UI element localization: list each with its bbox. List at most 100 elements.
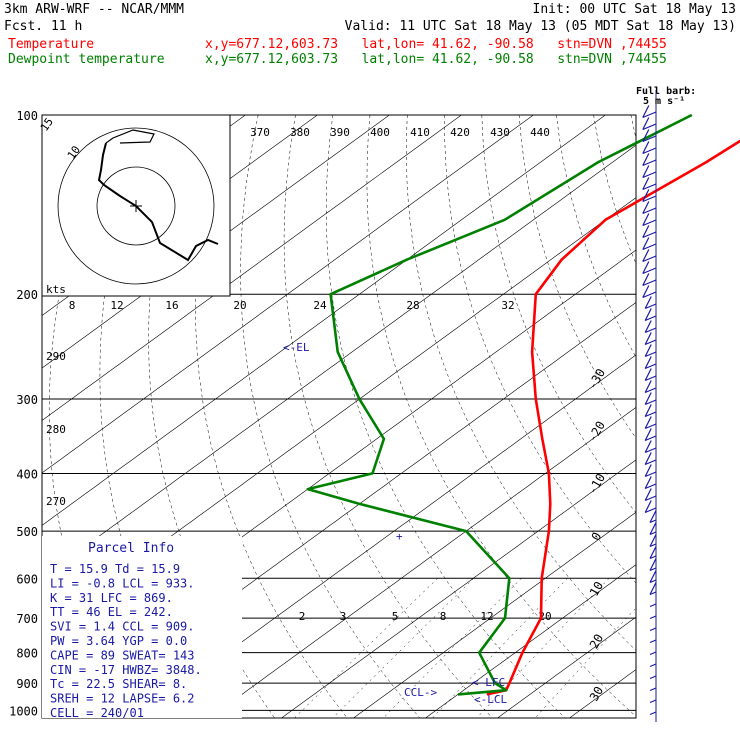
isotherm-line (497, 616, 636, 718)
wind-barb (642, 255, 657, 263)
wind-barb-flag (642, 201, 650, 214)
temperature-info: x,y=677.12,603.73 lat,lon= 41.62, -90.58… (205, 37, 667, 52)
wind-barb-flag (642, 117, 650, 130)
wind-barb (644, 387, 657, 394)
wind-barb-flag (644, 308, 652, 321)
wind-barb (649, 711, 657, 716)
parcel-info-row: SREH = 12 LAPSE= 6.2 (50, 692, 195, 706)
wind-barb-flag (644, 368, 652, 381)
hodograph-axis-label: 32 (501, 299, 514, 312)
wind-barb-flag (642, 165, 650, 178)
wind-barb-flag (642, 225, 650, 238)
parcel-info-row: CELL = 240/01 (50, 706, 144, 720)
pressure-label: 300 (16, 393, 38, 407)
dry-adiabat-line (593, 115, 636, 265)
wind-barb (649, 675, 657, 680)
hodograph-storm-motion (105, 129, 155, 212)
pressure-label: 600 (16, 572, 38, 586)
theta-label: 420 (450, 126, 470, 139)
wind-barb (644, 303, 657, 310)
mixing-ratio-label: 3 (340, 610, 347, 623)
wind-barb-flag (642, 237, 650, 250)
wind-barb (649, 519, 657, 524)
pressure-label: 100 (16, 109, 38, 123)
dewpoint-profile (306, 113, 693, 696)
dewpoint-info: x,y=677.12,603.73 lat,lon= 41.62, -90.58… (205, 52, 667, 67)
isotherm-label: -10 (585, 471, 608, 497)
parcel-marker: + (396, 530, 403, 543)
wind-barb (649, 543, 657, 548)
wind-barb (649, 579, 657, 584)
wind-barb (649, 651, 657, 656)
hodograph-axis-label: 12 (110, 299, 123, 312)
wind-barb-units: 5 m s⁻¹ (643, 96, 685, 107)
wind-barb (642, 279, 657, 287)
wind-barb-flag (649, 570, 657, 583)
parcel-info-row: T = 15.9 Td = 15.9 (50, 562, 180, 576)
wind-barb (642, 219, 657, 227)
wind-barb (644, 327, 657, 334)
wind-barb (644, 315, 657, 322)
pressure-label: 200 (16, 288, 38, 302)
mixing-ratio-line (432, 578, 568, 718)
wind-barb-flag (644, 440, 652, 453)
wind-barb (644, 483, 657, 490)
wind-barb-flag (642, 249, 650, 262)
wind-barb-flag (649, 546, 657, 559)
isotherm-label: 30 (587, 684, 606, 704)
isotherm-label: 20 (587, 632, 606, 652)
mixing-ratio-line (476, 578, 610, 718)
isotherm-line (42, 115, 534, 474)
parcel-info-row: LI = -0.8 LCL = 933. (50, 576, 195, 590)
wind-barb-flag (649, 558, 657, 571)
wind-barb (644, 399, 657, 406)
wind-barb (644, 495, 657, 502)
wind-barb-flag (642, 153, 650, 166)
forecast-hour: Fcst. 11 h (4, 19, 82, 34)
wind-barb (644, 363, 657, 370)
wind-barb (642, 171, 657, 179)
wind-barb (642, 267, 657, 275)
hodograph-axis-label: 16 (165, 299, 178, 312)
init-time: Init: 00 UTC Sat 18 May 13 (533, 2, 737, 17)
wind-barb-flag (644, 476, 652, 489)
wind-barb (642, 207, 657, 215)
wind-barb (644, 411, 657, 418)
pressure-label: 400 (16, 467, 38, 481)
wind-barb (642, 111, 657, 119)
theta-label: 380 (290, 126, 310, 139)
wind-barb-flag (642, 177, 650, 190)
wind-barb-flag (644, 500, 652, 513)
wind-barb-flag (644, 356, 652, 369)
parcel-info-frame (42, 536, 242, 718)
wind-barb (649, 531, 657, 536)
wind-barb (649, 555, 657, 560)
theta-label: 410 (410, 126, 430, 139)
wind-barb-flag (642, 261, 650, 274)
wind-barb (649, 687, 657, 692)
lcl-label: <-LCL (474, 693, 507, 706)
dry-adiabat-line (705, 115, 740, 718)
wind-barb-flag (649, 522, 657, 535)
isotherm-line (42, 115, 390, 369)
sounding-profiles (306, 113, 740, 696)
wind-barb-flag (644, 320, 652, 333)
wind-barb (649, 567, 657, 572)
hodograph-axis-label: 20 (233, 299, 246, 312)
wind-barb (642, 231, 657, 239)
parcel-info-title: Parcel Info (88, 541, 174, 556)
dry-adiabat-line (518, 115, 636, 439)
isotherm-line (425, 564, 636, 718)
valid-time: Valid: 11 UTC Sat 18 May 13 (05 MDT Sat … (345, 19, 736, 34)
wind-barb (642, 159, 657, 167)
isotherm-line (42, 115, 462, 421)
dry-adiabat-line (444, 115, 636, 584)
wind-barb (644, 351, 657, 358)
lfc-label: <-LFC (472, 676, 505, 689)
parcel-info-row: CIN = -17 HWBZ= 3848. (50, 663, 202, 677)
dry-adiabat-line (195, 115, 348, 718)
hodograph-axis-label: 24 (313, 299, 327, 312)
el-label: <-EL (283, 341, 310, 354)
wind-barb (642, 183, 657, 191)
